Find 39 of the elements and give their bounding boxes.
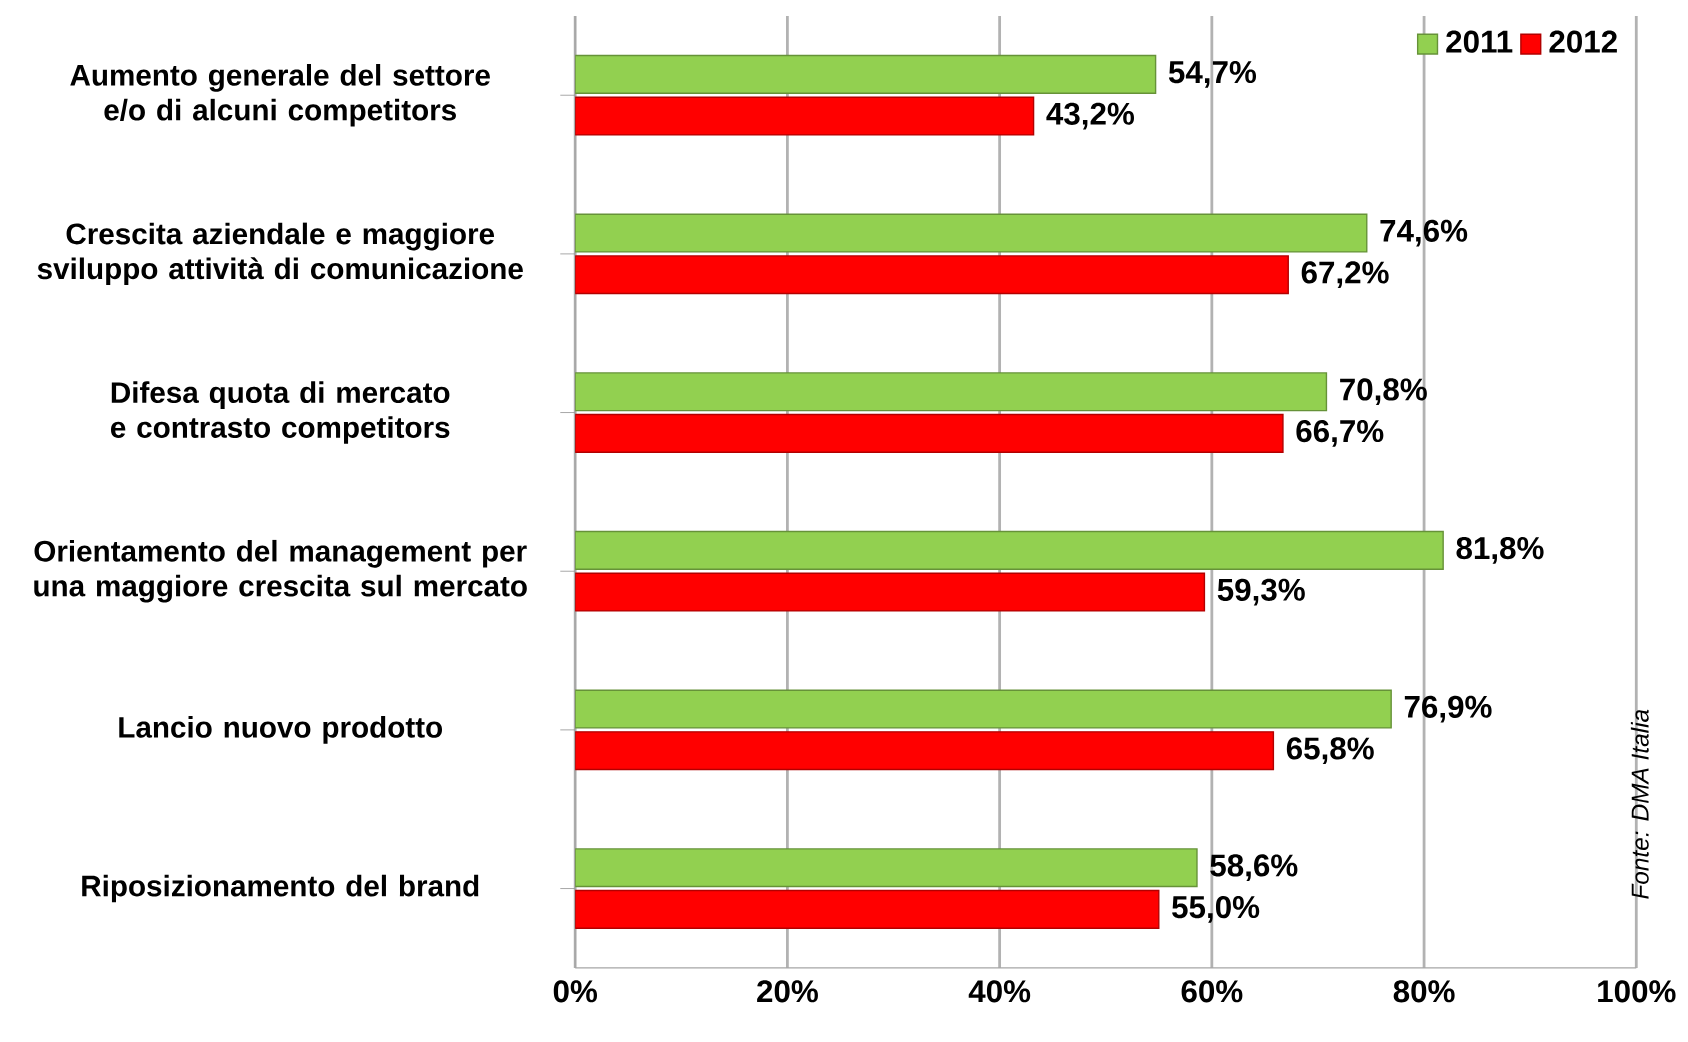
y-tick-label: Riposizionamento del brand [82,874,479,903]
legend-label: 2012 [1549,30,1617,53]
x-tick-label: 20% [757,980,818,1003]
y-tick-label: Crescita aziendale e maggiore sviluppo attività di comunicazione [37,222,523,285]
bar [575,848,1198,888]
y-tick-label: Orientamento del management per una maggiore crescita sul mercato [34,539,527,603]
bar [575,213,1368,253]
x-tick-label: 100% [1598,980,1676,1003]
legend-label: 2011 [1446,30,1513,53]
data-label: 58,6% [1210,854,1298,881]
data-label: 55,0% [1172,895,1260,923]
bar [575,372,1328,412]
x-tick-label: 0% [553,980,598,1003]
y-tick-label: Aumento generale del settore e/o di alcuni competitors [70,63,490,127]
data-label: 54,7% [1168,60,1257,88]
data-label: 59,3% [1217,578,1305,606]
x-tick-label: 40% [968,980,1031,1003]
bar [575,255,1289,295]
bar [575,96,1035,136]
bar [575,413,1284,453]
y-tick-label: Lancio nuovo prodotto [119,715,443,744]
bar [575,530,1444,570]
data-label: 74,6% [1380,219,1468,247]
data-label: 43,2% [1046,102,1134,130]
y-tick-label: Difesa quota di mercato e contrasto competitors [111,381,450,444]
bar [575,572,1206,612]
annotation: Fonte: DMA Italia [1630,709,1649,899]
bar [575,689,1392,729]
data-label: 70,8% [1340,378,1427,405]
data-label: 76,9% [1404,695,1492,723]
data-label: 65,8% [1286,737,1374,764]
bar [575,54,1157,94]
bar [575,889,1160,929]
bar [575,731,1275,771]
data-label: 67,2% [1301,261,1389,288]
data-label: 81,8% [1456,536,1544,564]
data-label: 66,7% [1296,419,1384,447]
x-tick-label: 60% [1181,980,1243,1003]
x-tick-label: 80% [1393,980,1455,1003]
